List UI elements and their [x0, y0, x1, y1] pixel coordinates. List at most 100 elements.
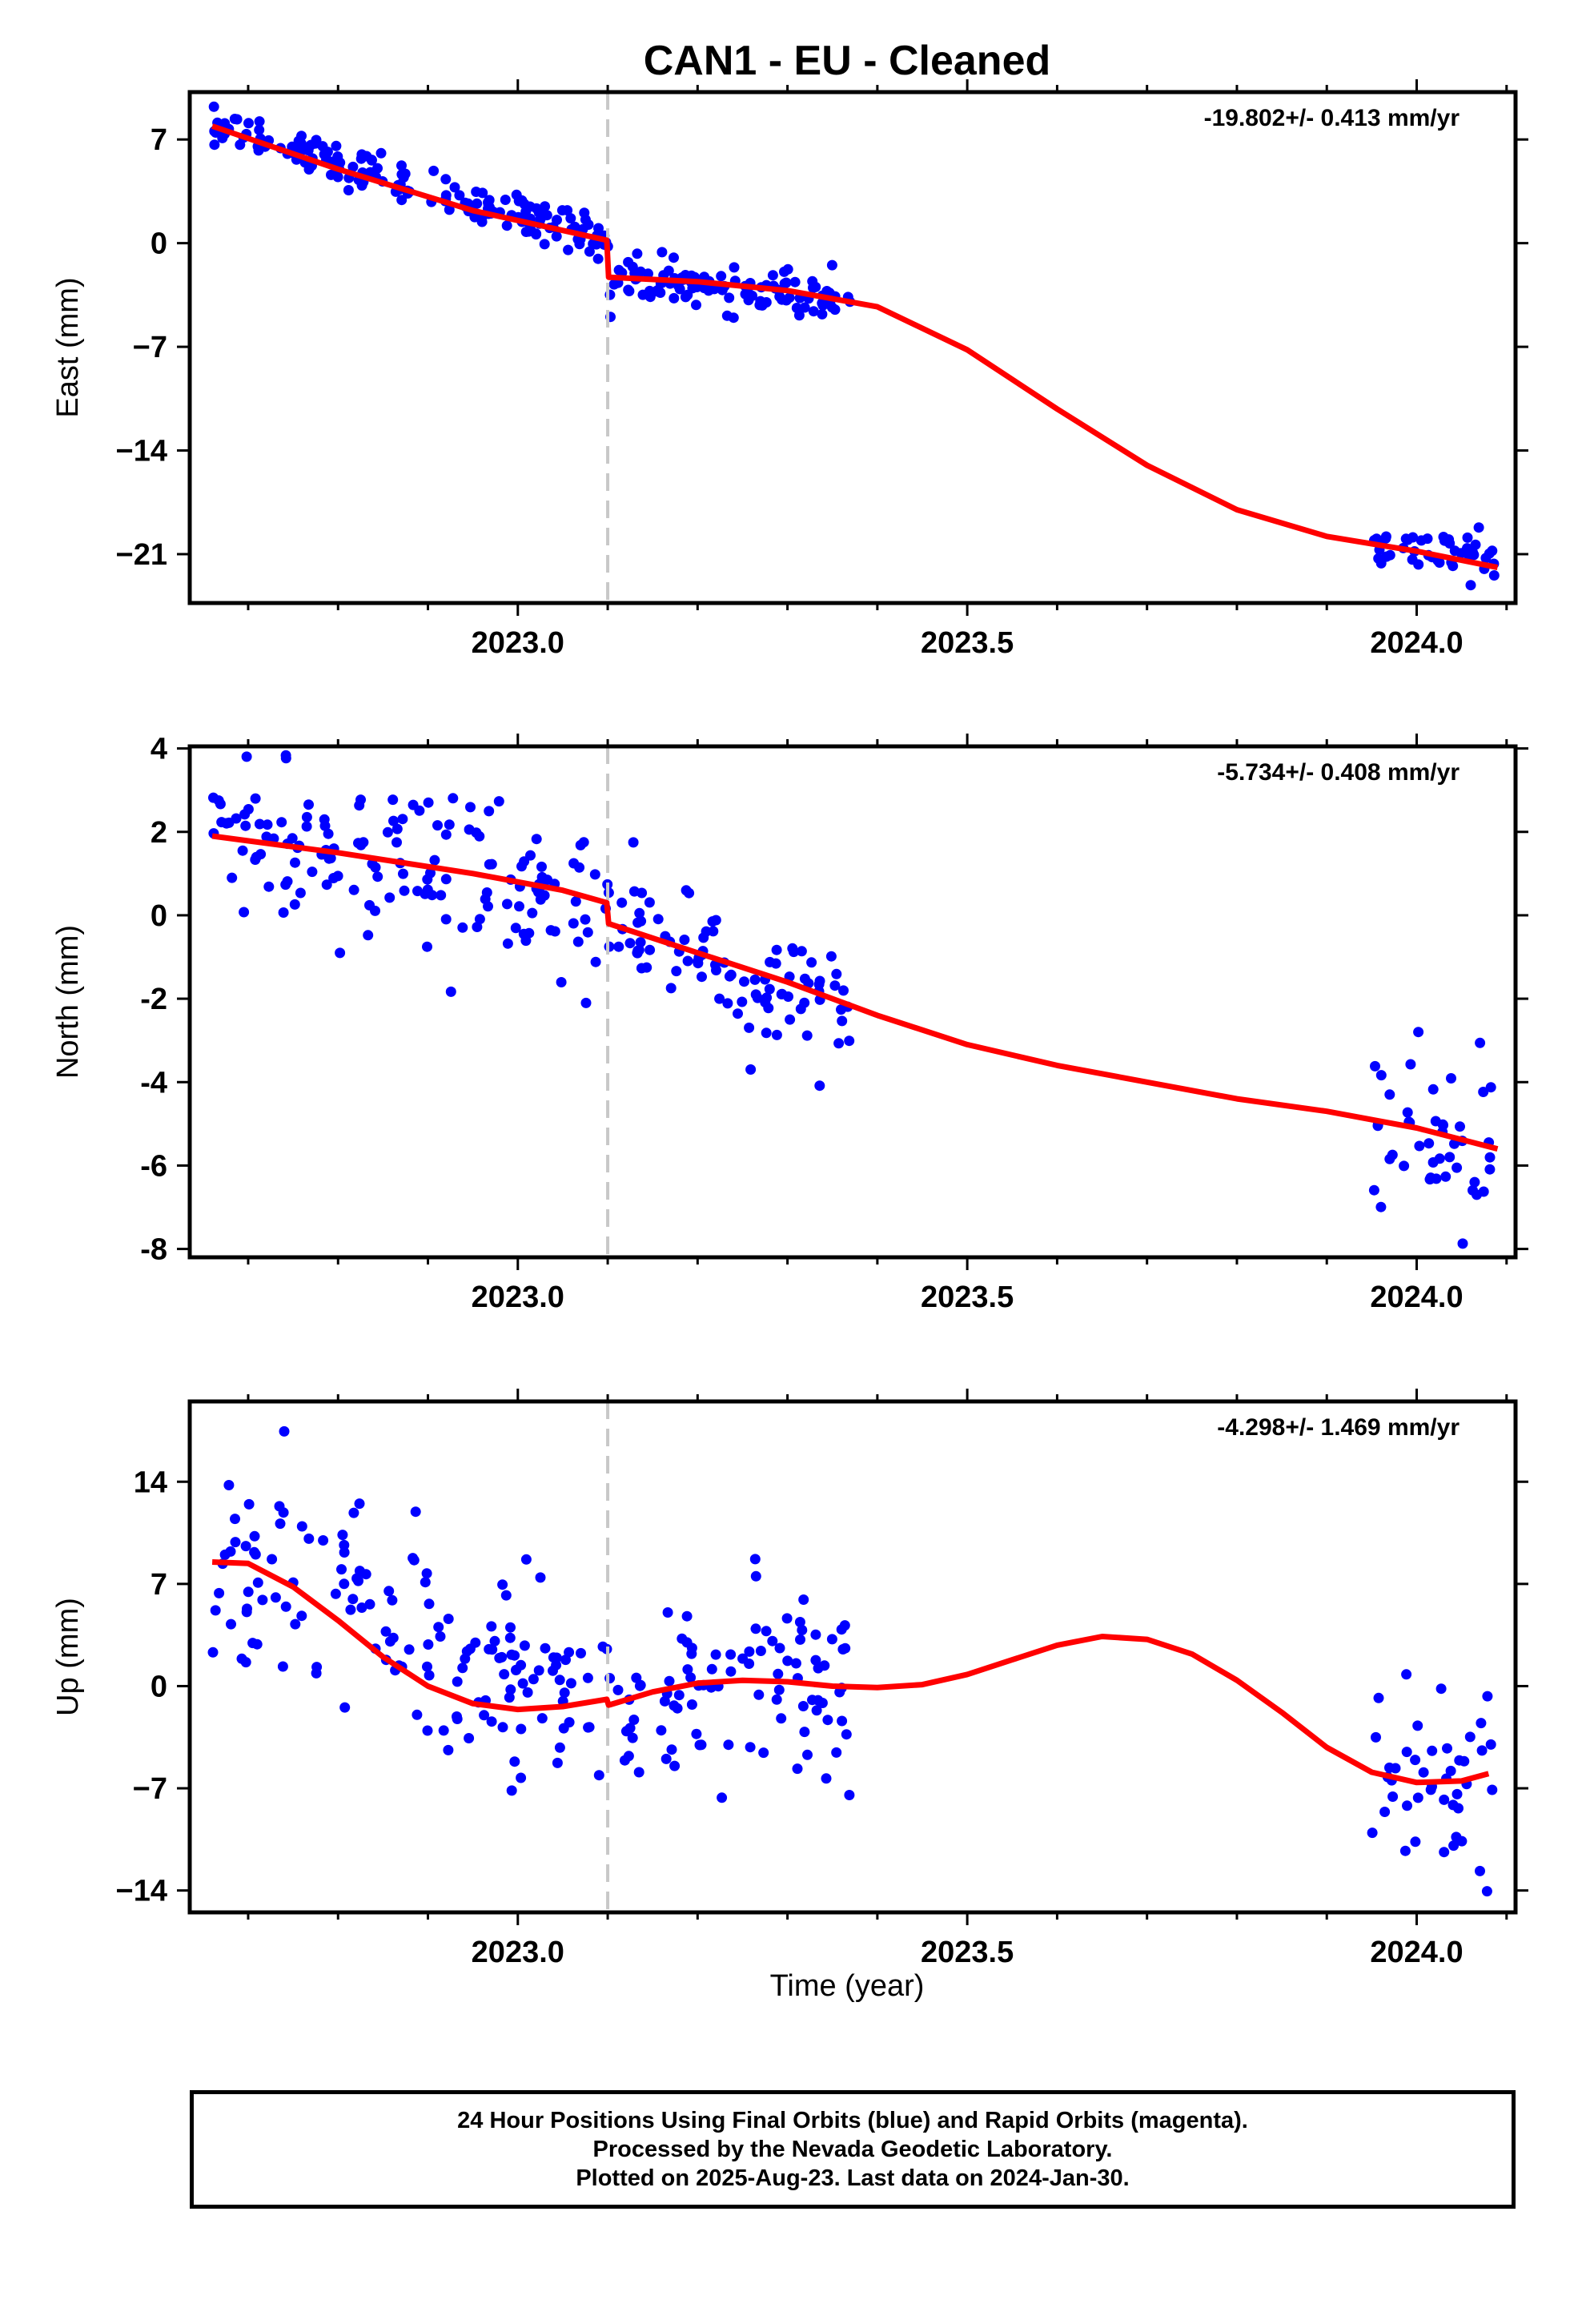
data-point — [280, 879, 291, 891]
data-point — [578, 837, 589, 848]
data-point — [761, 297, 772, 308]
data-point — [771, 1694, 782, 1705]
data-point — [669, 292, 680, 304]
data-point — [672, 1703, 683, 1714]
data-point — [1384, 549, 1395, 561]
data-point — [1484, 1152, 1496, 1163]
data-point — [785, 1014, 796, 1025]
data-point — [801, 1030, 813, 1041]
data-point — [497, 1722, 508, 1733]
data-point — [554, 1675, 565, 1686]
data-point — [420, 888, 431, 899]
data-point — [1402, 1107, 1413, 1118]
data-point — [209, 139, 220, 151]
y-tick-label: 14 — [134, 1466, 167, 1499]
data-point — [616, 897, 628, 908]
data-point — [501, 220, 512, 231]
data-point — [838, 985, 849, 996]
data-point — [483, 199, 494, 211]
data-point — [397, 814, 408, 825]
data-point — [750, 989, 761, 1000]
data-point — [750, 1623, 761, 1634]
data-point — [744, 1022, 755, 1033]
data-point — [663, 265, 674, 276]
data-point — [739, 976, 749, 987]
data-point — [366, 155, 377, 166]
data-point — [509, 1756, 520, 1767]
data-point — [554, 1742, 565, 1753]
data-point — [1418, 1767, 1429, 1778]
data-point — [779, 278, 790, 289]
data-point — [797, 1701, 809, 1711]
y-axis-label: North (mm) — [51, 925, 85, 1079]
data-point — [685, 1672, 697, 1683]
data-point — [656, 247, 668, 258]
data-point — [1481, 1886, 1492, 1897]
x-tick-label: 2023.0 — [472, 626, 564, 660]
data-point — [790, 1658, 801, 1669]
data-point — [781, 1613, 793, 1624]
data-point — [383, 1586, 395, 1597]
data-point — [438, 1725, 449, 1736]
y-tick-label: 0 — [151, 1670, 167, 1703]
data-point — [331, 140, 342, 151]
data-point — [1447, 1799, 1459, 1811]
y-tick-label: -8 — [140, 1233, 167, 1267]
data-point — [556, 977, 567, 987]
data-point — [241, 751, 252, 762]
data-point — [296, 1610, 307, 1622]
data-point — [465, 802, 476, 813]
y-tick-label: -6 — [140, 1149, 167, 1183]
data-point — [348, 1507, 359, 1518]
data-point — [445, 986, 456, 997]
data-point — [565, 213, 576, 224]
data-point — [563, 244, 574, 255]
data-point — [311, 135, 322, 146]
data-point — [240, 820, 251, 831]
data-point — [531, 229, 542, 240]
data-point — [423, 1639, 434, 1650]
data-point — [825, 951, 837, 962]
data-point — [235, 139, 246, 151]
data-point — [693, 956, 703, 967]
data-point — [568, 918, 579, 929]
data-point — [262, 819, 273, 830]
data-point — [623, 284, 634, 296]
data-point — [496, 1651, 508, 1663]
data-point — [665, 983, 677, 994]
data-point — [745, 1742, 756, 1753]
data-point — [707, 916, 718, 927]
data-points — [208, 750, 1496, 1249]
data-point — [1405, 1059, 1416, 1070]
data-point — [252, 1577, 263, 1588]
data-point — [396, 195, 408, 206]
data-point — [833, 1038, 845, 1049]
data-point — [755, 1646, 766, 1656]
data-point — [1476, 1718, 1487, 1729]
data-point — [396, 160, 407, 171]
data-point — [339, 1578, 350, 1590]
data-point — [1444, 1152, 1456, 1163]
y-tick-label: 0 — [151, 899, 167, 933]
footer-line-3: Plotted on 2025-Aug-23. Last data on 202… — [576, 2165, 1130, 2191]
data-point — [230, 1537, 241, 1548]
data-point — [464, 1733, 475, 1743]
data-point — [723, 1739, 734, 1751]
data-point — [1412, 1792, 1423, 1803]
data-point — [576, 1647, 586, 1659]
data-point — [671, 966, 682, 977]
data-point — [565, 1678, 576, 1689]
data-point — [433, 1622, 444, 1633]
data-point — [636, 963, 647, 974]
data-point — [619, 1755, 630, 1766]
data-point — [582, 1672, 593, 1683]
y-tick-label: -4 — [140, 1066, 167, 1100]
y-tick-label: −14 — [116, 435, 167, 468]
data-point — [429, 854, 440, 866]
data-point — [558, 1723, 569, 1734]
data-point — [681, 1637, 693, 1648]
x-tick-label: 2024.0 — [1370, 1281, 1463, 1314]
data-point — [336, 1564, 347, 1575]
data-point — [1384, 1089, 1395, 1100]
data-point — [717, 284, 728, 296]
